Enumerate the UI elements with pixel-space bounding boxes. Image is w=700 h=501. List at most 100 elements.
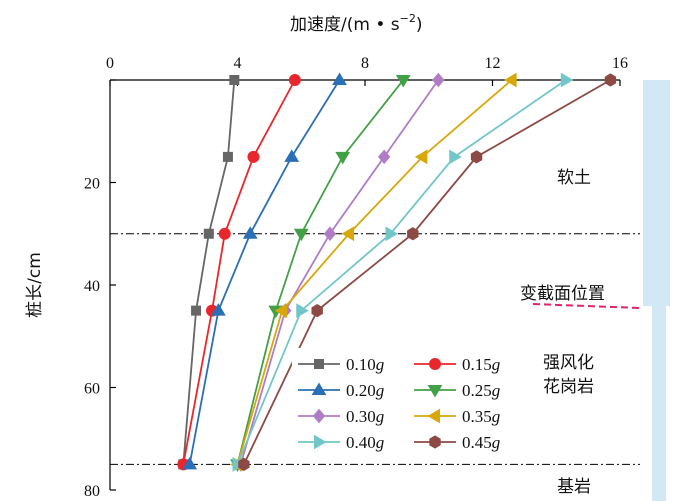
pile-upper-section [643, 80, 670, 306]
zone-label-section-change: 变截面位置 [520, 284, 605, 304]
data-point [247, 150, 260, 163]
data-point [311, 304, 323, 318]
x-axis-title: 加速度/(m • s−2) [290, 12, 422, 35]
data-point [296, 303, 309, 319]
legend-label-unit: g [492, 433, 501, 452]
legend-label: 0.20g [346, 381, 384, 400]
data-point [449, 149, 462, 165]
zone-label-weathered-1: 强风化 [543, 353, 594, 373]
data-point [284, 149, 300, 162]
data-point [341, 226, 355, 242]
data-point [504, 72, 517, 88]
x-ticks: 0 4 8 12 16 [106, 55, 628, 86]
legend-item: 0.30g [298, 407, 384, 426]
legend-label-unit: g [492, 355, 501, 374]
legend-label-unit: g [376, 433, 385, 452]
legend-item: 0.10g [298, 355, 384, 374]
legend-label-unit: g [376, 407, 385, 426]
zone-label-soft-soil: 软土 [557, 168, 591, 188]
legend-label-value: 0.25 [462, 381, 492, 400]
x-tick-label: 0 [106, 55, 114, 72]
data-point [414, 149, 428, 165]
data-point [288, 74, 301, 86]
legend-label: 0.45g [462, 433, 500, 452]
section-change-marker [532, 303, 641, 309]
data-point [377, 149, 391, 165]
x-axis-title-main: 加速度/(m • s [290, 15, 400, 35]
y-tick-label: 80 [84, 483, 100, 500]
y-tick-label: 40 [84, 278, 100, 295]
pile-lower-section [652, 306, 666, 501]
x-tick-label: 4 [234, 55, 242, 72]
series-layer [177, 72, 617, 472]
y-axis-title: 桩长/cm [25, 252, 45, 318]
x-tick-label: 16 [612, 55, 628, 72]
legend-label-value: 0.45 [462, 433, 492, 452]
data-point [238, 457, 250, 471]
axes: 0 4 8 12 16 20 40 60 80 [84, 55, 628, 500]
legend-label: 0.10g [346, 355, 384, 374]
legend-swatch-marker [429, 435, 441, 449]
data-point [191, 305, 202, 316]
zone-label-bedrock: 基岩 [557, 477, 591, 497]
legend-label: 0.25g [462, 381, 500, 400]
data-point [323, 226, 337, 242]
legend-label-value: 0.35 [462, 407, 492, 426]
data-point [210, 303, 226, 316]
legend-item: 0.40g [298, 433, 384, 452]
data-point [229, 75, 240, 85]
data-point [332, 72, 347, 85]
data-point [385, 226, 398, 242]
legend-label-unit: g [376, 381, 385, 400]
legend-label-value: 0.30 [346, 407, 376, 426]
legend-label: 0.15g [462, 355, 500, 374]
x-axis-title-exponent: −2 [400, 12, 416, 25]
legend-item: 0.35g [414, 407, 500, 426]
legend-swatch-marker [312, 408, 326, 424]
legend-label-unit: g [492, 381, 501, 400]
data-point [218, 227, 231, 240]
data-point [182, 456, 198, 470]
series-0.15 [177, 74, 301, 471]
data-point [335, 151, 351, 165]
legend-label-value: 0.20 [346, 381, 376, 400]
series-0.40 [232, 72, 574, 472]
x-tick-label: 8 [361, 55, 369, 72]
data-point [274, 303, 288, 319]
data-point [604, 73, 617, 87]
legend-label: 0.30g [346, 407, 384, 426]
series-0.10 [178, 75, 240, 470]
data-point [470, 150, 483, 164]
data-point [222, 151, 233, 162]
legend-swatch-marker [429, 358, 441, 370]
data-point [395, 75, 411, 88]
data-point [293, 228, 309, 242]
legend-label-value: 0.10 [346, 355, 376, 374]
legend-swatch-marker [311, 382, 327, 395]
legend-label-unit: g [376, 355, 385, 374]
legend-swatch-marker [314, 434, 327, 450]
y-tick-label: 20 [84, 176, 100, 193]
legend-label-value: 0.15 [462, 355, 492, 374]
data-point [432, 72, 445, 88]
legend-label-value: 0.40 [346, 433, 376, 452]
legend-swatch-marker [427, 385, 443, 398]
data-point [407, 227, 419, 241]
series-line [182, 79, 236, 465]
data-point [242, 226, 258, 239]
legend-item: 0.45g [414, 433, 500, 452]
legend-swatch-marker [314, 359, 324, 369]
data-point [560, 72, 574, 88]
legend-swatch-marker [427, 408, 440, 424]
legend-label: 0.35g [462, 407, 500, 426]
x-tick-label: 12 [485, 55, 501, 72]
x-axis-title-close: ) [416, 15, 423, 35]
y-tick-label: 60 [84, 381, 100, 398]
zone-label-weathered-2: 花岗岩 [543, 377, 594, 397]
legend-label-unit: g [492, 407, 501, 426]
legend-item: 0.20g [298, 381, 384, 400]
legend-item: 0.25g [414, 381, 500, 400]
legend-item: 0.15g [414, 355, 500, 374]
